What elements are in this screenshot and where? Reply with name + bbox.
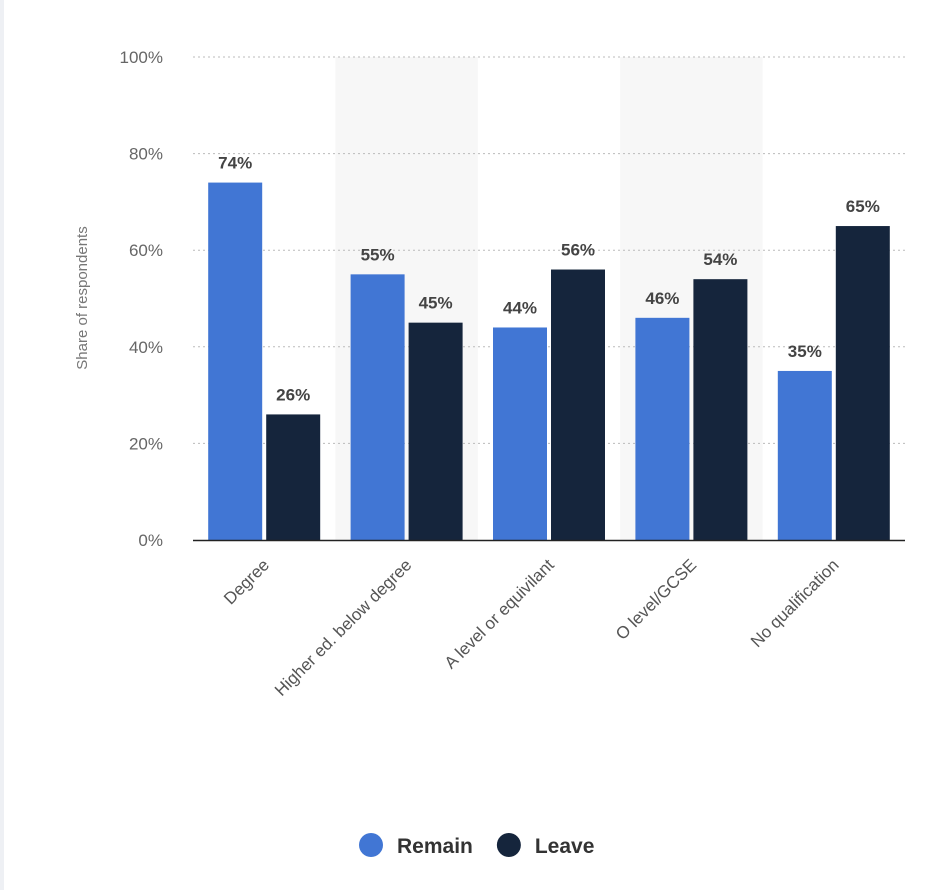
y-tick-label: 20% [129,434,163,453]
bar-leave [408,322,463,540]
y-tick-label: 100% [120,48,163,67]
data-label: 54% [703,250,737,269]
x-tick-label: Degree [220,555,273,608]
data-label: 44% [503,298,537,317]
data-label: 74% [218,154,252,173]
y-axis-label: Share of respondents [74,226,91,369]
bar-leave [693,279,748,540]
legend-marker-leave [496,833,521,857]
x-tick-label: Higher ed. below degree [271,555,415,699]
data-label: 65% [846,197,880,216]
x-tick-label: O level/GCSE [612,555,700,643]
left-border [0,0,4,890]
data-label: 46% [645,289,679,308]
bar-remain [493,327,547,540]
y-tick-label: 0% [138,531,163,550]
data-label: 35% [788,342,822,361]
bar-leave [266,414,321,540]
bar-remain [635,317,690,540]
bar-leave [551,269,605,540]
data-label: 26% [276,385,310,404]
bar-remain [777,370,832,540]
y-tick-label: 80% [129,145,163,164]
bar-remain [208,182,263,540]
y-tick-label: 60% [129,241,163,260]
x-tick-label: A level or equivilant [441,555,558,672]
x-tick-label: No qualification [747,555,843,651]
y-tick-label: 40% [129,338,163,357]
data-label: 56% [561,241,595,260]
bar-remain [350,274,405,540]
data-label: 45% [419,294,453,313]
data-label: 55% [361,245,395,264]
bar-leave [835,226,890,541]
legend-label-remain: Remain [397,835,473,858]
legend-marker-remain [359,833,383,857]
legend-label-leave: Leave [535,835,595,858]
